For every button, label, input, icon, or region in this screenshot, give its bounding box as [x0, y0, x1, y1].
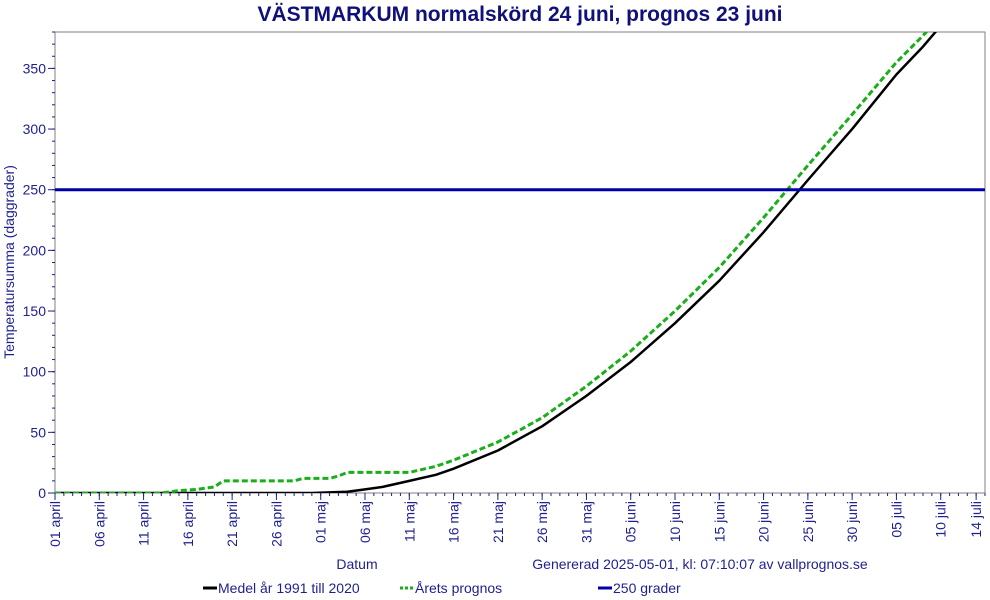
- y-tick-label: 0: [38, 485, 46, 501]
- legend-label-1: Medel år 1991 till 2020: [218, 580, 360, 596]
- y-tick-label: 200: [23, 242, 47, 258]
- x-tick-label: 15 juni: [711, 501, 727, 542]
- y-axis-label: Temperatursumma (daggrader): [1, 165, 17, 359]
- x-tick-label: 06 maj: [357, 501, 373, 543]
- x-tick-label: 05 juli: [888, 501, 904, 538]
- y-tick-label: 50: [30, 424, 46, 440]
- y-tick-label: 150: [23, 303, 47, 319]
- x-tick-label: 25 juni: [800, 501, 816, 542]
- series-line-2: [55, 32, 929, 493]
- x-tick-label: 14 juli: [968, 501, 984, 538]
- legend-label-3: 250 grader: [613, 580, 681, 596]
- legend-label-2: Årets prognos: [415, 580, 502, 596]
- plot-frame: [54, 31, 986, 494]
- x-tick-label: 30 juni: [844, 501, 860, 542]
- plot-area: 0 50 100 150 200 250 300 350 01 april 06 april 11 …: [23, 31, 986, 547]
- y-tick-label: 300: [23, 121, 47, 137]
- x-tick-label: 11 maj: [401, 501, 417, 542]
- chart-title: VÄSTMARKUM normalskörd 24 juni, prognos …: [257, 3, 782, 26]
- x-tick-label: 01 april: [47, 501, 63, 547]
- series-line-1: [55, 32, 938, 493]
- x-tick-label: 06 april: [91, 501, 107, 547]
- x-tick-label: 01 maj: [313, 501, 329, 543]
- y-tick-label: 350: [23, 60, 47, 76]
- x-tick-label: 16 april: [180, 501, 196, 547]
- x-tick-label: 26 april: [268, 501, 284, 547]
- x-tick-label: 10 juni: [667, 501, 683, 542]
- x-tick-label: 21 april: [224, 501, 240, 547]
- x-tick-label: 11 april: [136, 501, 152, 546]
- y-tick-label: 100: [23, 364, 47, 380]
- series-group: [55, 32, 985, 493]
- x-axis-label: Datum: [336, 556, 377, 572]
- x-tick-label: 31 maj: [578, 501, 594, 543]
- legend: Medel år 1991 till 2020 Årets prognos 250 …: [203, 580, 681, 596]
- generated-note: Genererad 2025-05-01, kl: 07:10:07 av va…: [532, 556, 868, 572]
- x-tick-label: 20 juni: [756, 501, 772, 542]
- x-tick-label: 10 juli: [933, 501, 949, 538]
- x-tick-label: 05 juni: [623, 501, 639, 542]
- x-tick-label: 16 maj: [446, 501, 462, 543]
- y-tick-label: 250: [23, 182, 47, 198]
- x-tick-label: 26 maj: [534, 501, 550, 543]
- x-tick-label: 21 maj: [490, 501, 506, 543]
